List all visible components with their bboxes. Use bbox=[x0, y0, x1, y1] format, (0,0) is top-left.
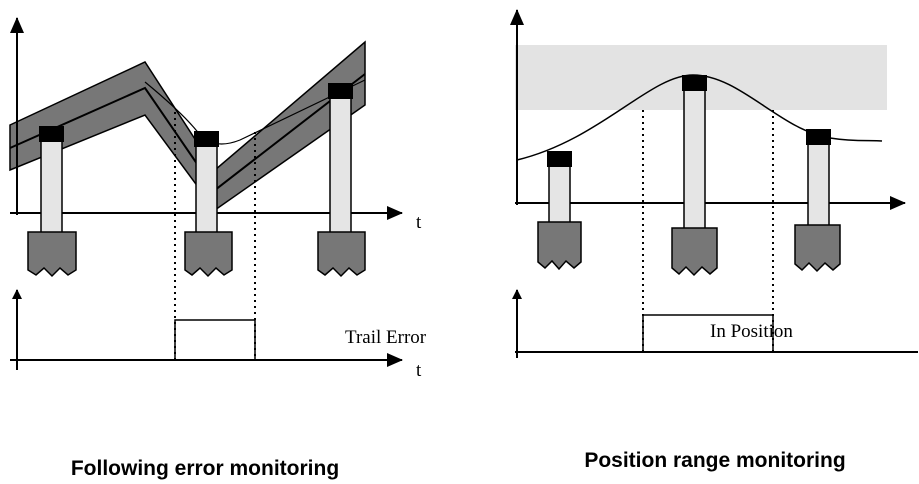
signal-pulse bbox=[174, 319, 256, 360]
position-curve bbox=[516, 74, 883, 161]
left-panel: t t Trail Error Following error monitori… bbox=[9, 17, 427, 480]
caption: Following error monitoring bbox=[71, 457, 339, 480]
piston bbox=[27, 126, 77, 278]
piston bbox=[794, 129, 841, 273]
command-line bbox=[9, 73, 366, 192]
signal-label: In Position bbox=[710, 321, 793, 342]
axis-label: t bbox=[416, 212, 422, 233]
piston bbox=[671, 75, 718, 277]
signal-pulse bbox=[642, 314, 774, 352]
axis-label: t bbox=[416, 360, 422, 381]
piston bbox=[537, 151, 582, 271]
piston bbox=[317, 83, 366, 278]
signal-label: Trail Error bbox=[345, 327, 427, 348]
right-panel: In Position Position range monitoring bbox=[510, 9, 918, 472]
piston bbox=[184, 131, 233, 278]
caption: Position range monitoring bbox=[584, 449, 845, 472]
